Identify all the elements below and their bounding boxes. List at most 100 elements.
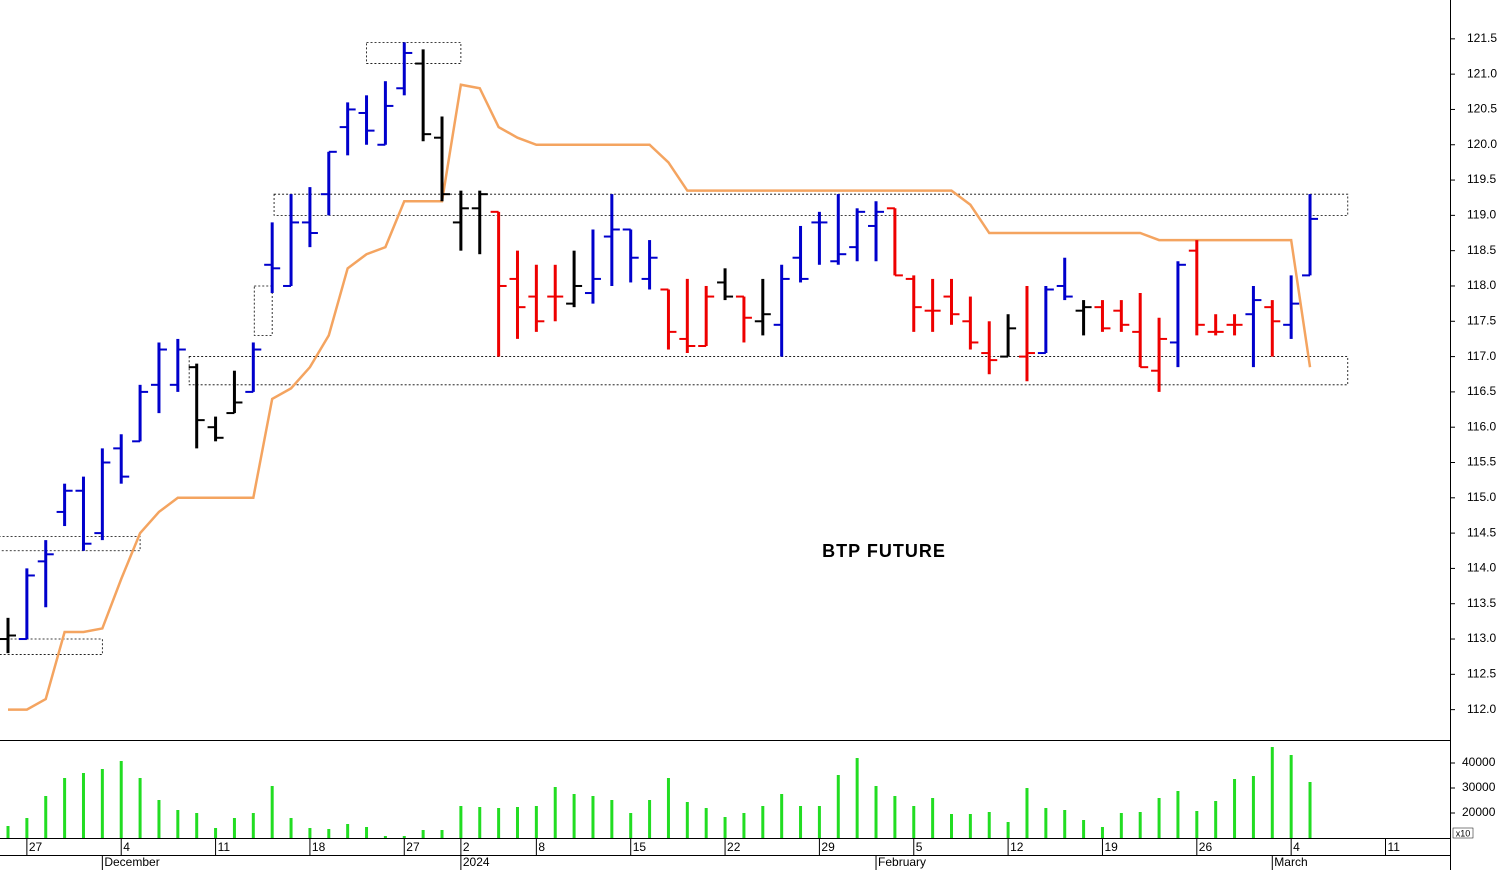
- y-tick-label: 119.5: [1467, 172, 1496, 186]
- volume-bar: [629, 813, 633, 838]
- volume-bar: [459, 806, 463, 838]
- chart-title: BTP FUTURE: [822, 541, 946, 561]
- volume-bar: [44, 796, 48, 838]
- volume-bar: [742, 813, 746, 838]
- x-tick-label: 11: [1388, 840, 1401, 854]
- x-tick-label: 27: [29, 840, 43, 854]
- volume-bar: [1308, 782, 1312, 838]
- overlay-line: [8, 83, 1312, 711]
- volume-bar: [534, 806, 538, 838]
- x-tick-label: 15: [633, 840, 647, 854]
- volume-bar: [497, 808, 501, 838]
- y-tick-label: 121.5: [1467, 31, 1497, 45]
- volume-bar: [685, 802, 689, 838]
- volume-bar: [1176, 791, 1180, 838]
- price-zone: [0, 638, 103, 655]
- volume-bar: [704, 808, 708, 838]
- volume-bar: [1157, 798, 1161, 838]
- y-tick-label: 112.5: [1467, 667, 1496, 681]
- y-tick-label: 116.0: [1467, 419, 1496, 433]
- volume-bar: [931, 798, 935, 838]
- volume-bar: [1044, 808, 1048, 838]
- month-label: December: [104, 855, 159, 869]
- volume-bar: [327, 829, 331, 838]
- y-tick-label: 119.0: [1467, 208, 1496, 222]
- y-tick-label: 40000: [1462, 755, 1496, 769]
- x-tick-label: 2: [463, 840, 470, 854]
- x-tick-label: 22: [727, 840, 741, 854]
- volume-bar: [1006, 822, 1010, 838]
- unit-box: [1452, 827, 1474, 839]
- y-tick-label: 115.0: [1467, 490, 1496, 504]
- y-tick-label: 118.0: [1467, 278, 1496, 292]
- month-label: March: [1274, 855, 1307, 869]
- volume-bar: [666, 778, 670, 838]
- volume-bar: [1138, 812, 1142, 838]
- y-tick-label: 113.0: [1467, 631, 1496, 645]
- x-tick-label: 19: [1104, 840, 1118, 854]
- y-tick-label: 117.0: [1467, 349, 1496, 363]
- volume-bar: [817, 806, 821, 838]
- volume-bar: [1214, 801, 1218, 838]
- y-tick-label: 30000: [1462, 780, 1496, 794]
- y-tick-label: 115.5: [1467, 455, 1496, 469]
- volume-bar: [346, 824, 350, 838]
- volume-bar: [1289, 755, 1293, 838]
- volume-bar: [1100, 827, 1104, 838]
- volume-bar: [610, 800, 614, 838]
- price-zone: [366, 41, 462, 64]
- y-tick-label: 116.5: [1467, 384, 1496, 398]
- volume-bar: [874, 786, 878, 838]
- x-tick-label: 18: [312, 840, 326, 854]
- volume-unit-label: x10: [1456, 828, 1471, 838]
- y-tick-label: 112.0: [1467, 702, 1496, 716]
- x-tick-label: 4: [123, 840, 130, 854]
- x-tick-label: 4: [1293, 840, 1300, 854]
- volume-bar: [836, 775, 840, 838]
- volume-bar: [761, 806, 765, 838]
- volume-bar: [63, 778, 67, 838]
- volume-bar: [968, 814, 972, 838]
- volume-bar: [1233, 779, 1237, 838]
- volume-bar: [81, 773, 85, 838]
- y-tick-label: 20000: [1462, 805, 1496, 819]
- volume-bar: [912, 806, 916, 838]
- y-tick-label: 121.0: [1467, 66, 1497, 80]
- month-label: February: [878, 855, 926, 869]
- x-tick-label: 27: [406, 840, 420, 854]
- price-zone: [273, 193, 1349, 216]
- volume-bar: [1195, 811, 1199, 838]
- volume-bar: [308, 828, 312, 838]
- y-tick-label: 114.0: [1467, 561, 1496, 575]
- x-tick-label: 8: [538, 840, 545, 854]
- x-tick-label: 11: [218, 840, 231, 854]
- volume-bar: [157, 800, 161, 838]
- volume-bar: [421, 830, 425, 838]
- volume-bar: [648, 800, 652, 838]
- volume-bar: [1082, 820, 1086, 838]
- volume-bar: [383, 836, 387, 838]
- volume-bar: [591, 796, 595, 838]
- volume-bar: [893, 796, 897, 838]
- volume-bar: [478, 807, 482, 838]
- volume-bar: [214, 828, 218, 838]
- y-tick-label: 117.5: [1467, 313, 1496, 327]
- x-tick-label: 5: [916, 840, 923, 854]
- volume-bar: [1119, 813, 1123, 838]
- x-tick-label: 26: [1199, 840, 1213, 854]
- volume-bar: [6, 826, 10, 838]
- y-tick-label: 120.5: [1467, 102, 1497, 116]
- volume-bar: [855, 758, 859, 838]
- month-label: 2024: [463, 855, 490, 869]
- volume-bar: [138, 778, 142, 838]
- volume-bar: [100, 769, 104, 838]
- volume-bar: [723, 817, 727, 838]
- volume-bar: [365, 827, 369, 838]
- volume-bar: [515, 807, 519, 838]
- volume-bar: [799, 806, 803, 838]
- volume-bar: [25, 818, 29, 838]
- volume-bar: [950, 814, 953, 838]
- volume-bar: [1251, 776, 1255, 838]
- volume-bar: [987, 812, 991, 838]
